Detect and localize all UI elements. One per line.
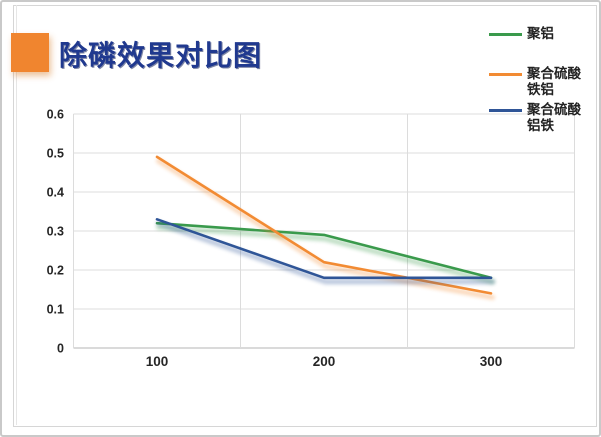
x-axis-tick-label: 300 xyxy=(480,354,503,369)
series-line-shadow xyxy=(156,220,495,285)
series-line xyxy=(155,221,493,280)
y-axis-tick-label: 0.1 xyxy=(47,303,64,317)
y-axis-tick-label: 0.2 xyxy=(47,264,64,278)
chart-title: 除磷效果对比图 xyxy=(59,40,263,71)
legend-item: 聚合硫酸铝铁 xyxy=(489,102,589,134)
legend-swatch-line xyxy=(489,33,522,36)
legend-swatch-line xyxy=(489,109,522,112)
legend-swatch-line xyxy=(489,73,522,76)
legend-label: 聚合硫酸铝铁 xyxy=(527,102,581,133)
series-line-shadow xyxy=(156,224,495,285)
y-axis-tick-label: 0.3 xyxy=(47,225,64,239)
y-axis-tick-label: 0.5 xyxy=(47,147,64,161)
y-axis-tick-label: 0.4 xyxy=(47,186,64,200)
legend-item: 聚铝 xyxy=(489,26,589,42)
legend-item: 聚合硫酸铁铝 xyxy=(489,66,589,98)
y-axis-tick-label: 0 xyxy=(57,342,64,356)
legend-label: 聚铝 xyxy=(527,26,554,41)
series-line xyxy=(155,155,493,295)
title-accent-square xyxy=(11,33,49,72)
series-line-shadow xyxy=(156,158,495,300)
legend-label: 聚合硫酸铁铝 xyxy=(527,66,581,97)
y-axis-tick-label: 0.6 xyxy=(47,108,64,122)
series-line xyxy=(155,218,493,280)
x-axis-tick-label: 100 xyxy=(146,354,169,369)
x-axis-tick-label: 200 xyxy=(313,354,336,369)
